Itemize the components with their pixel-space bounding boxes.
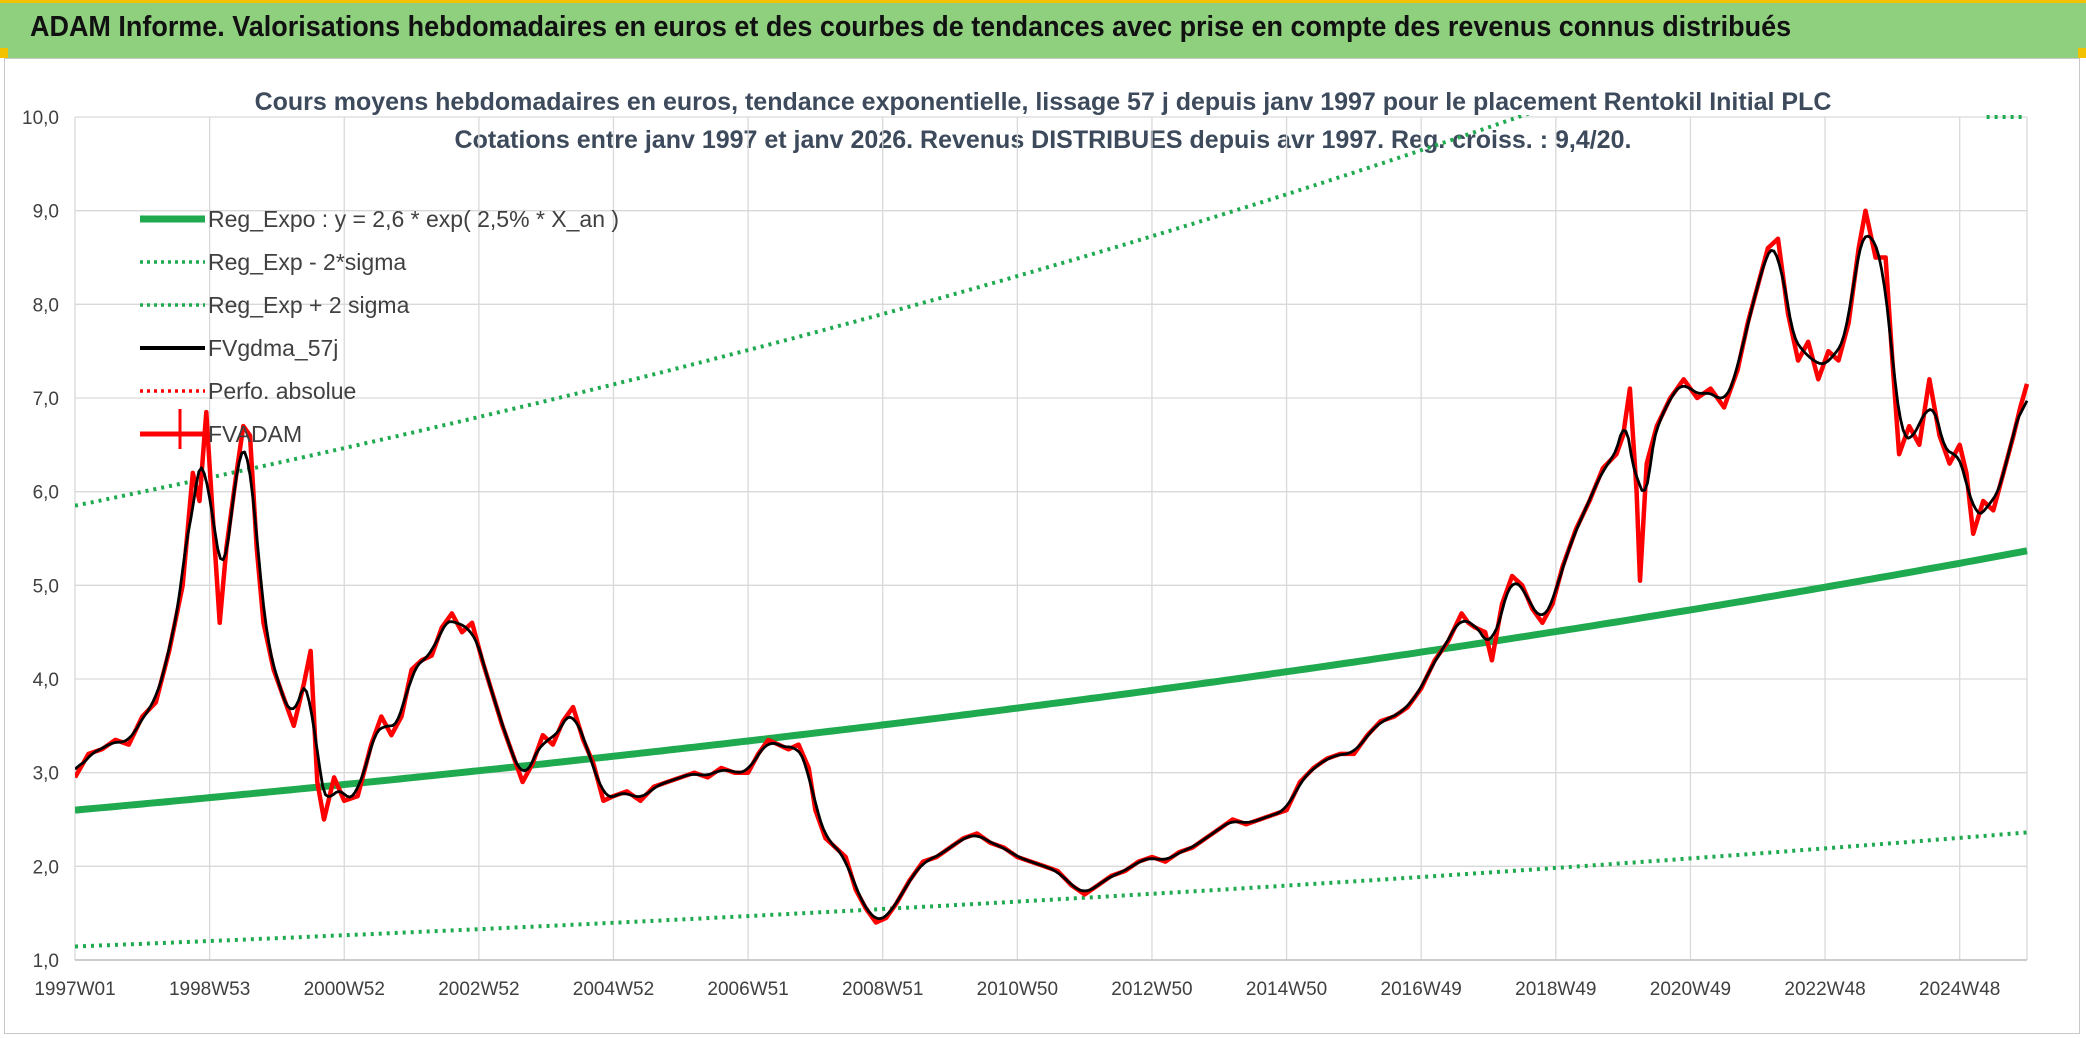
legend-label: FVgdma_57j (208, 335, 338, 361)
chart-frame (4, 58, 2080, 1034)
chart-subtitle: Cotations entre janv 1997 et janv 2026. … (454, 126, 1632, 154)
y-tick-label: 3,0 (33, 764, 59, 785)
x-tick-label: 2018W49 (1515, 979, 1596, 1000)
x-tick-label: 2000W52 (304, 979, 385, 1000)
y-tick-label: 7,0 (33, 389, 59, 410)
y-tick-label: 9,0 (33, 202, 59, 223)
report-title: ADAM Informe. Valorisations hebdomadaire… (30, 11, 1792, 43)
x-tick-label: 2004W52 (573, 979, 654, 1000)
lower-band-line (75, 830, 2028, 949)
corner-marker-left (0, 48, 8, 58)
x-tick-label: 2014W50 (1246, 979, 1327, 1000)
legend-label: Reg_Expo : y = 2,6 * exp( 2,5% * X_an ) (208, 206, 619, 232)
x-tick-label: 2012W50 (1111, 979, 1192, 1000)
x-tick-label: 2008W51 (842, 979, 923, 1000)
y-tick-label: 8,0 (33, 295, 59, 316)
x-tick-label: 2024W48 (1919, 979, 2000, 1000)
x-tick-label: 2016W49 (1381, 979, 1462, 1000)
x-tick-label: 2002W52 (438, 979, 519, 1000)
legend-label: FVADAM (208, 421, 302, 447)
regression-line (75, 547, 2028, 814)
y-tick-label: 2,0 (33, 857, 59, 878)
y-tick-label: 6,0 (33, 483, 59, 504)
chart-title: Cours moyens hebdomadaires en euros, ten… (254, 88, 1832, 116)
smoothed-line (75, 234, 2029, 920)
y-tick-label: 4,0 (33, 670, 59, 691)
x-tick-label: 2006W51 (707, 979, 788, 1000)
plot-area (75, 115, 2029, 949)
x-tick-label: 1998W53 (169, 979, 250, 1000)
legend-label: Reg_Exp - 2*sigma (208, 249, 406, 275)
y-tick-label: 10,0 (22, 108, 59, 129)
legend-label: Perfo. absolue (208, 378, 356, 404)
x-tick-label: 2022W48 (1784, 979, 1865, 1000)
x-tick-label: 2020W49 (1650, 979, 1731, 1000)
y-tick-label: 5,0 (33, 576, 59, 597)
y-tick-label: 1,0 (33, 951, 59, 972)
corner-marker-right (2078, 48, 2086, 58)
report-banner: ADAM Informe. Valorisations hebdomadaire… (0, 0, 2086, 58)
x-tick-label: 1997W01 (34, 979, 115, 1000)
x-tick-label: 2010W50 (977, 979, 1058, 1000)
legend-label: Reg_Exp + 2 sigma (208, 292, 410, 318)
